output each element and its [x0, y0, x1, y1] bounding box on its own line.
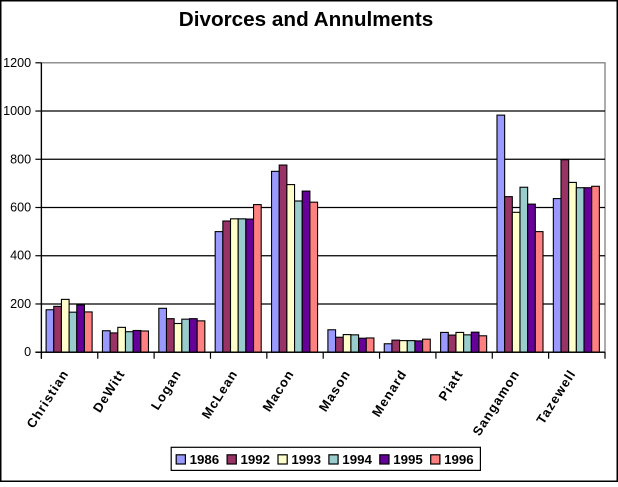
svg-text:0: 0: [24, 345, 31, 359]
svg-text:800: 800: [10, 152, 31, 166]
svg-text:1000: 1000: [3, 104, 31, 118]
svg-text:1995: 1995: [393, 452, 423, 467]
svg-text:1993: 1993: [291, 452, 321, 467]
svg-text:1996: 1996: [444, 452, 474, 467]
svg-text:1986: 1986: [190, 452, 220, 467]
svg-text:400: 400: [10, 249, 31, 263]
svg-text:Divorces and Annulments: Divorces and Annulments: [179, 8, 433, 31]
svg-text:600: 600: [10, 201, 31, 215]
svg-text:1200: 1200: [3, 56, 31, 70]
svg-text:200: 200: [10, 297, 31, 311]
svg-text:1994: 1994: [342, 452, 372, 467]
svg-text:1992: 1992: [241, 452, 271, 467]
